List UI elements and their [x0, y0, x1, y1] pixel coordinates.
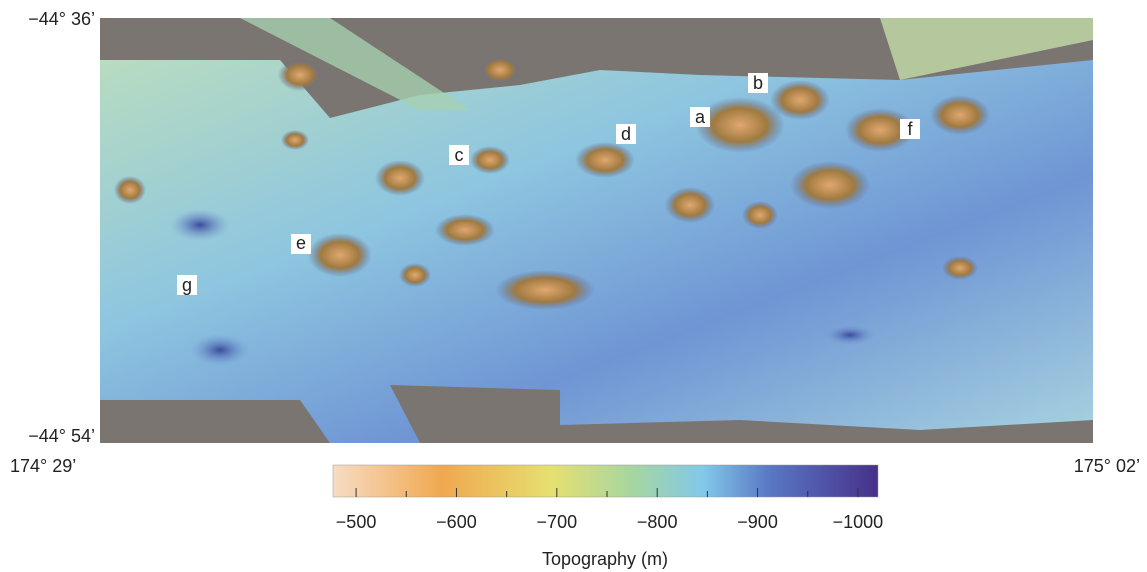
- colorbar-tick-label: −500: [336, 512, 377, 532]
- colorbar-tick-label: −700: [537, 512, 578, 532]
- colorbar-title: Topography (m): [542, 549, 668, 569]
- colorbar-gradient: [333, 465, 878, 497]
- latitude-label: −44° 36’: [28, 9, 95, 29]
- map: a b c d e f g: [100, 18, 1093, 443]
- colorbar-tick-label: −800: [637, 512, 678, 532]
- point-label: c: [455, 145, 464, 165]
- colorbar-tick-label: −1000: [833, 512, 884, 532]
- point-label: a: [695, 107, 706, 127]
- figure: a b c d e f g −44° 36’ −44° 54’ 174° 29’…: [0, 0, 1147, 572]
- page: {"map": { "corner_labels": {"top_left": …: [0, 0, 1147, 572]
- point-label: e: [296, 233, 306, 253]
- point-label: b: [753, 73, 763, 93]
- longitude-label: 174° 29’: [10, 456, 76, 476]
- longitude-label: 175° 02’: [1074, 456, 1140, 476]
- point-label: g: [182, 275, 192, 295]
- latitude-label: −44° 54’: [28, 426, 95, 446]
- colorbar-tick-label: −600: [436, 512, 477, 532]
- colorbar-tick-label: −900: [737, 512, 778, 532]
- colorbar: Topography (m) −500 −600 −700 −800 −900 −1000: [333, 465, 883, 569]
- point-label: d: [621, 124, 631, 144]
